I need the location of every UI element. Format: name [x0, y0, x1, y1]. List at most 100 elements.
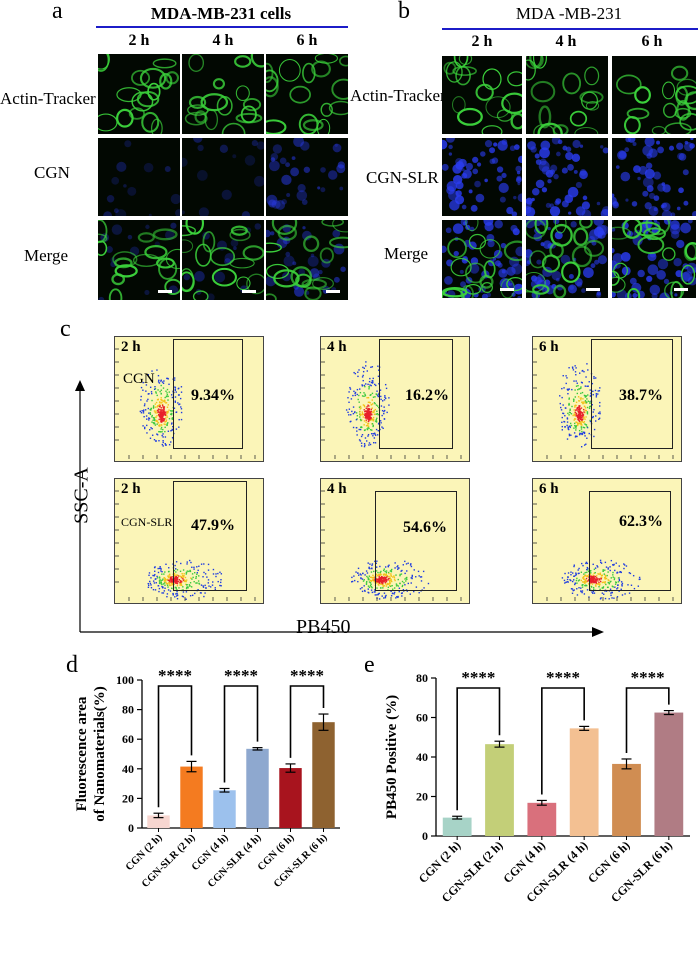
panel-b-time-1: 2 h — [471, 33, 493, 50]
micrograph-b-cgnslr-4h — [526, 138, 608, 216]
micrograph-b-merge-4h — [526, 220, 608, 298]
panel-b-row-cgn-slr: CGN-SLR — [366, 168, 439, 187]
micrograph-a-actin-2h — [98, 54, 180, 134]
micrograph-a-actin-4h — [182, 54, 264, 134]
y-tick-label: 80 — [122, 703, 134, 717]
flow-time: 4 h — [327, 339, 347, 355]
flow-scatter-cgnslr-4h — [321, 490, 462, 601]
significance-label: **** — [224, 666, 258, 685]
y-tick-label: 40 — [122, 762, 134, 776]
flow-time: 2 h — [121, 339, 141, 355]
bar — [279, 768, 302, 828]
significance-label: **** — [631, 668, 665, 687]
panel-a-row-cgn: CGN — [34, 163, 70, 182]
flow-gate — [375, 491, 457, 591]
panel-b-time-3: 6 h — [641, 33, 663, 50]
panel-a-time-3: 6 h — [296, 32, 318, 49]
panel-a-time-1: 2 h — [128, 32, 150, 49]
flow-gate — [589, 491, 671, 591]
flow-percent: 54.6% — [403, 519, 447, 536]
panel-c-x-label: PB450 — [296, 616, 351, 638]
panel-d-letter: d — [66, 652, 78, 678]
panel-a-row-merge: Merge — [24, 246, 69, 265]
significance-label: **** — [461, 668, 495, 687]
micrograph-a-merge-6h — [266, 220, 348, 300]
panel-c-y-label: SSC-A — [70, 467, 93, 524]
micrograph-a-cgn-6h — [266, 138, 348, 216]
flow-percent: 38.7% — [619, 387, 663, 404]
flow-time: 6 h — [539, 339, 559, 355]
bar — [569, 728, 599, 836]
flow-scatter-cgn-4h — [321, 348, 462, 459]
y-axis-label: Fluorescence area — [74, 696, 90, 811]
significance-bracket — [541, 687, 585, 795]
panel-a-header-line — [96, 26, 348, 28]
panel-c-y-axis-arrow — [75, 380, 85, 632]
bar — [527, 802, 557, 836]
micrograph-a-actin-6h — [266, 54, 348, 134]
micrograph-b-merge-6h — [612, 220, 696, 298]
bar — [246, 748, 269, 828]
y-tick-label: 40 — [416, 750, 428, 764]
flow-scatter-cgn-6h — [533, 348, 674, 459]
bar — [213, 790, 236, 828]
flow-group-label: CGN — [123, 371, 155, 387]
micrograph-a-cgn-4h — [182, 138, 264, 216]
flow-scatter-cgnslr-6h — [533, 490, 674, 601]
y-axis-label: PB450 Positive (%) — [384, 695, 400, 819]
micrograph-a-cgn-2h — [98, 138, 180, 216]
flow-time: 6 h — [539, 481, 559, 497]
bar — [485, 744, 514, 836]
flow-percent: 16.2% — [405, 387, 449, 404]
micrograph-b-actin-2h — [442, 56, 522, 134]
y-tick-label: 0 — [128, 821, 134, 835]
bar — [442, 817, 472, 836]
flow-time: 2 h — [121, 481, 141, 497]
significance-bracket — [456, 687, 501, 811]
bar — [654, 712, 684, 836]
micrograph-b-actin-4h — [526, 56, 608, 134]
micrograph-b-cgnslr-2h — [442, 138, 522, 216]
micrograph-b-actin-6h — [612, 56, 696, 134]
flow-plot-cgn-6h: 6 h 38.7% — [532, 336, 682, 462]
y-tick-label: 0 — [422, 829, 428, 843]
significance-bracket — [223, 685, 259, 783]
panel-b-row-actin: Actin-Tracker — [350, 86, 446, 105]
panel-c-x-axis-arrow — [80, 627, 604, 637]
flow-gate — [379, 339, 453, 449]
y-tick-label: 20 — [122, 791, 134, 805]
y-tick-label: 80 — [416, 671, 428, 685]
flow-group-label: CGN-SLR — [121, 515, 173, 529]
y-tick-label: 60 — [122, 732, 134, 746]
panel-b-header: MDA -MB-231 — [515, 4, 623, 23]
bar — [147, 815, 170, 828]
panel-c-letter: c — [60, 316, 71, 342]
bar — [180, 766, 203, 828]
panel-a-letter: a — [52, 0, 63, 24]
significance-bracket — [157, 685, 193, 808]
flow-scatter-cgn-2h — [115, 348, 256, 459]
flow-percent: 62.3% — [619, 513, 663, 530]
flow-plot-cgnslr-2h: 2 h CGN-SLR 47.9% — [114, 478, 264, 604]
flow-plot-cgnslr-4h: 4 h 54.6% — [320, 478, 470, 604]
micrograph-a-merge-2h — [98, 220, 180, 300]
panel-b-header-line — [442, 28, 698, 30]
micrograph-b-merge-2h — [442, 220, 522, 298]
significance-bracket — [289, 685, 325, 758]
significance-label: **** — [546, 668, 580, 687]
significance-label: **** — [158, 666, 192, 685]
micrograph-b-cgnslr-6h — [612, 138, 696, 216]
panel-b-time-2: 4 h — [555, 33, 577, 50]
flow-percent: 9.34% — [191, 387, 235, 404]
y-tick-label: 60 — [416, 711, 428, 725]
flow-gate — [591, 339, 673, 449]
flow-plot-cgnslr-6h: 6 h 62.3% — [532, 478, 682, 604]
flow-percent: 47.9% — [191, 517, 235, 534]
y-tick-label: 100 — [116, 673, 134, 687]
flow-gate — [173, 481, 247, 591]
flow-plot-cgn-2h: 2 h CGN 9.34% — [114, 336, 264, 462]
micrograph-a-merge-4h — [182, 220, 264, 300]
